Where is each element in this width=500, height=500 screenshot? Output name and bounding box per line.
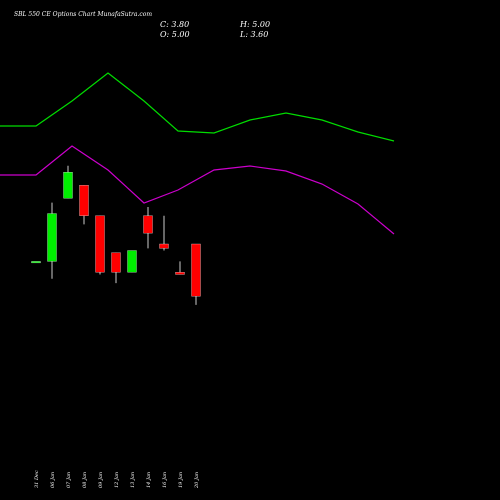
candle-body [159, 243, 169, 249]
x-tick-label: 14 Jan [146, 472, 152, 488]
candle-body [143, 215, 153, 234]
x-tick-label: 06 Jan [50, 472, 56, 488]
candle-body [191, 243, 201, 297]
candle-body [127, 250, 137, 273]
open-readout: O: 5.00 [160, 30, 190, 39]
x-tick-label: 13 Jan [130, 472, 136, 488]
candle-body [31, 261, 41, 264]
x-tick-label: 31 Dec [34, 470, 40, 488]
x-tick-label: 08 Jan [82, 472, 88, 488]
close-readout: C: 3.80 [160, 20, 189, 29]
x-tick-label: 20 Jan [194, 472, 200, 489]
x-tick-label: 07 Jan [66, 472, 72, 488]
candles-group [31, 165, 201, 305]
candle-body [111, 252, 121, 273]
chart-title: SBL 550 CE Options Chart MunafaSutra.com [14, 11, 152, 18]
x-tick-label: 09 Jan [98, 472, 104, 488]
candle-body [47, 213, 57, 262]
candle-body [79, 185, 89, 216]
x-tick-label: 12 Jan [114, 472, 120, 488]
candle-body [175, 272, 185, 275]
low-readout: L: 3.60 [239, 30, 268, 39]
upper-band-line [0, 72, 395, 142]
x-axis-ticks: 31 Dec 06 Jan 07 Jan 08 Jan 09 Jan 12 Jan 13 J… [34, 470, 200, 489]
x-tick-label: 19 Jan [178, 472, 184, 488]
candle-body [63, 172, 73, 199]
high-readout: H: 5.00 [239, 20, 270, 29]
lower-band-line [0, 145, 395, 235]
candle-body [95, 215, 105, 273]
x-tick-label: 16 Jan [162, 472, 168, 488]
